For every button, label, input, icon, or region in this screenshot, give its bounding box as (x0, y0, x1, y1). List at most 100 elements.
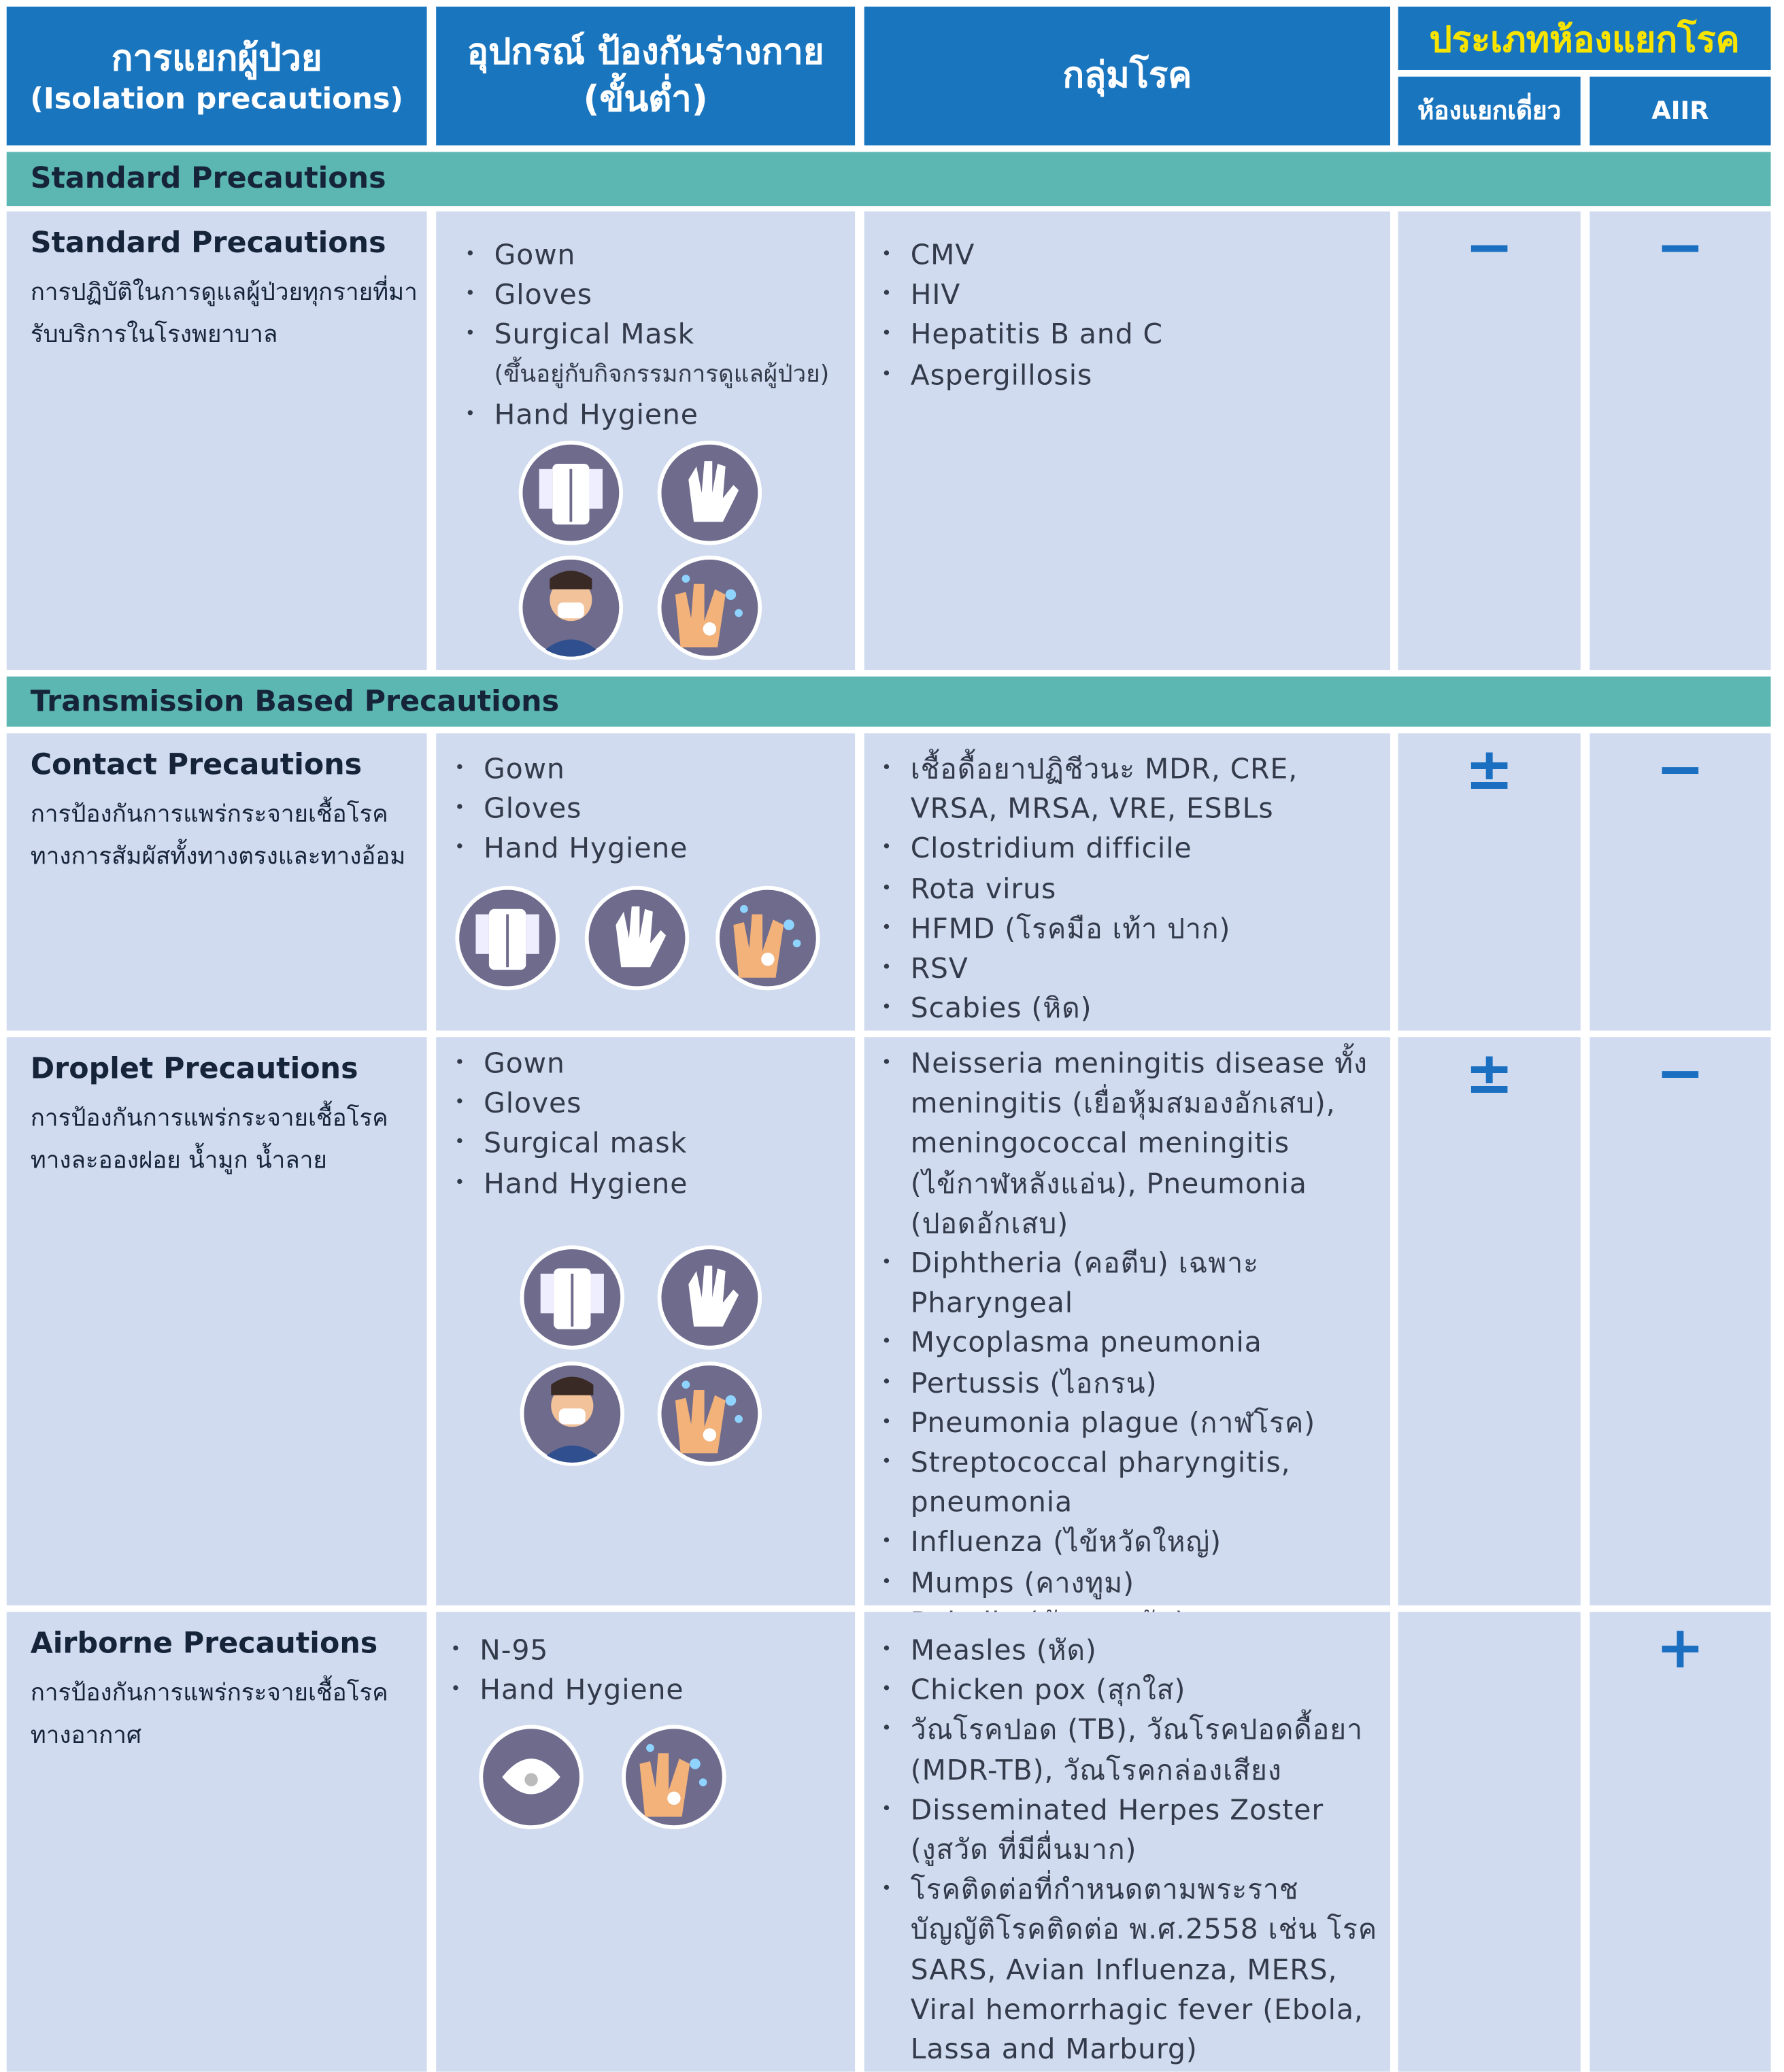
equipment-icon (518, 555, 624, 660)
equipment-item: Gown (454, 749, 844, 789)
disease-item: Streptococcal pharyngitis, pneumonia (881, 1443, 1381, 1523)
equipment-item: Hand Hygiene (465, 395, 855, 435)
single-room-cell: ± (1398, 1037, 1581, 1606)
section-title: Transmission Based Precautions (30, 685, 560, 718)
icon-graphic (520, 1361, 625, 1466)
icon-graphic (455, 885, 560, 991)
header-subtext: (Isolation precautions) (30, 83, 403, 116)
disease-item: Clostridium difficile (881, 829, 1381, 869)
header-cell: อุปกรณ์ ป้องกันร่างกาย (ขั้นต่ำ) (436, 6, 856, 146)
equipment-item: Hand Hygiene (454, 829, 844, 869)
header-cell: กลุ่มโรค (864, 6, 1390, 146)
disease-item: Scabies (หิด) (881, 989, 1381, 1029)
header-cell: AIIR (1589, 76, 1771, 146)
disease-item: Disseminated Herpes Zoster (งูสวัด ที่มี… (881, 1790, 1381, 1869)
disease-item: Neisseria meningitis disease ทั้ง mening… (881, 1044, 1381, 1243)
airr-symbol: + (1655, 1614, 1705, 1682)
equipment-item: Gloves (454, 789, 844, 829)
header-cell: ห้องแยกเดี่ยว (1398, 76, 1581, 146)
disease-item: Hepatitis B and C (881, 315, 1381, 355)
row-title: Standard Precautions (30, 227, 386, 260)
header-text: กลุ่มโรค (1062, 54, 1192, 96)
single-room-cell: − (1398, 211, 1581, 670)
equipment-icon (454, 885, 560, 991)
row-label-cell: Droplet Precautions การป้องกันการแพร่กระจ… (6, 1037, 427, 1606)
icon-graphic (518, 440, 624, 545)
row-description: การปฏิบัติในการดูแลผู้ป่วยทุกรายที่มารับ… (30, 278, 418, 349)
single-room-symbol: ± (1464, 736, 1514, 804)
section-band: Standard Precautions (6, 152, 1771, 207)
equipment-item: Gloves (465, 275, 855, 316)
equipment-list: GownGlovesHand Hygiene (454, 749, 844, 869)
airr-cell: + (1589, 1612, 1771, 2072)
disease-item: HFMD (โรคมือ เท้า ปาก) (881, 908, 1381, 949)
disease-item: Aspergillosis (881, 355, 1381, 395)
row-title: Droplet Precautions (30, 1053, 358, 1087)
disease-list: Measles (หัด)Chicken pox (สุกใส)วัณโรคปอ… (881, 1631, 1381, 2070)
section-band: Transmission Based Precautions (6, 676, 1771, 727)
single-room-cell: ± (1398, 733, 1581, 1031)
equipment-item: Hand Hygiene (454, 1164, 844, 1204)
disease-list: เชื้อดื้อยาปฏิชีวนะ MDR, CRE, VRSA, MRSA… (881, 749, 1381, 1029)
row-title: Airborne Precautions (30, 1627, 378, 1661)
disease-item: เชื้อดื้อยาปฏิชีวนะ MDR, CRE, VRSA, MRSA… (881, 749, 1381, 829)
icon-graphic (518, 556, 624, 660)
row-description: การป้องกันการแพร่กระจายเชื้อโรคทางอากาศ (30, 1679, 388, 1750)
equipment-icon (520, 1361, 625, 1466)
disease-item: CMV (881, 235, 1381, 275)
equipment-icon (520, 1244, 625, 1350)
equipment-item: Gloves (454, 1084, 844, 1124)
equipment-icon (621, 1725, 726, 1830)
disease-item: โรคติดต่อที่กำหนดตามพระราชบัญญัติโรคติดต… (881, 1870, 1381, 2069)
airr-cell: − (1589, 1037, 1771, 1606)
equipment-icon (657, 1244, 762, 1350)
disease-item: Diphtheria (คอตีบ) เฉพาะ Pharyngeal (881, 1243, 1381, 1323)
disease-item: Influenza (ไข้หวัดใหญ่) (881, 1523, 1381, 1563)
row-label-cell: Airborne Precautions การป้องกันการแพร่กระ… (6, 1612, 427, 2072)
icon-graphic (622, 1725, 726, 1830)
equipment-cell: GownGlovesSurgical Mask (ขึ้นอยู่กับกิจกร… (436, 211, 856, 670)
row-label-cell: Standard Precautions การปฏิบัติในการดูแลผ… (6, 211, 427, 670)
disease-item: Mumps (คางทูม) (881, 1563, 1381, 1603)
equipment-icon (715, 885, 820, 991)
equipment-cell: GownGlovesSurgical maskHand Hygiene (436, 1037, 856, 1606)
disease-cell: Measles (หัด)Chicken pox (สุกใส)วัณโรคปอ… (864, 1612, 1390, 2072)
icon-graphic (716, 885, 820, 991)
single-room-symbol: ± (1464, 1040, 1514, 1108)
equipment-note: (ขึ้นอยู่กับกิจกรรมการดูแลผู้ป่วย) (494, 360, 830, 388)
icon-graphic (657, 556, 762, 660)
airr-symbol: − (1655, 1040, 1705, 1108)
airr-symbol: − (1655, 736, 1705, 804)
header-text: ห้องแยกเดี่ยว (1417, 96, 1562, 126)
header-text: ประเภทห้องแยกโรค (1429, 19, 1740, 61)
icon-graphic (657, 440, 762, 545)
disease-item: Pertussis (ไอกรน) (881, 1363, 1381, 1403)
icon-graphic (479, 1725, 584, 1830)
icon-graphic (584, 885, 690, 991)
equipment-icon (518, 440, 624, 545)
disease-list: Neisseria meningitis disease ทั้ง mening… (881, 1044, 1381, 1643)
row-title: Contact Precautions (30, 749, 363, 783)
disease-item: วัณโรคปอด (TB), วัณโรคปอดดื้อยา (MDR-TB)… (881, 1710, 1381, 1790)
row-label-cell: Contact Precautions การป้องกันการแพร่กระจ… (6, 733, 427, 1031)
airr-symbol: − (1655, 214, 1705, 282)
disease-item: RSV (881, 949, 1381, 989)
disease-item: Mycoplasma pneumonia (881, 1323, 1381, 1363)
icon-graphic (520, 1245, 625, 1350)
equipment-icon (478, 1725, 584, 1830)
header-text: อุปกรณ์ ป้องกันร่างกาย (ขั้นต่ำ) (467, 31, 824, 120)
airr-cell: − (1589, 211, 1771, 670)
equipment-list: GownGlovesSurgical Mask (ขึ้นอยู่กับกิจกร… (465, 235, 855, 435)
disease-item: HIV (881, 275, 1381, 316)
section-title: Standard Precautions (30, 162, 386, 196)
equipment-item: Gown (454, 1044, 844, 1084)
equipment-icon (657, 1361, 762, 1466)
header-cell: ประเภทห้องแยกโรค (1398, 6, 1771, 70)
header-text: การแยกผู้ป่วย (111, 38, 322, 80)
equipment-name: Surgical Mask (494, 319, 695, 351)
header-text: AIIR (1651, 96, 1709, 126)
equipment-icon (657, 440, 762, 545)
equipment-icon (657, 555, 762, 660)
